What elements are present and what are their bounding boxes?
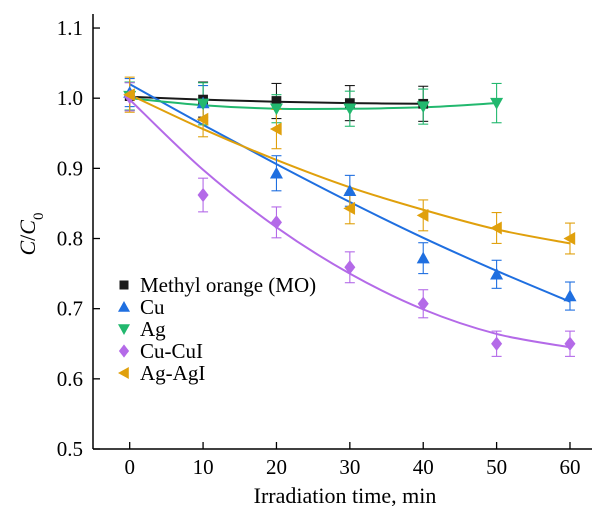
point-methyl-orange-mo: [344, 98, 355, 108]
point-cu: [563, 289, 577, 302]
legend-marker-ag-agi: [118, 367, 129, 379]
y-tick-label: 0.7: [57, 297, 83, 321]
point-ag-agi: [416, 208, 429, 222]
point-ag: [196, 98, 210, 111]
y-tick-label: 1.1: [57, 16, 83, 40]
x-tick-label: 50: [486, 455, 507, 479]
x-tick-label: 10: [193, 455, 214, 479]
legend-marker-ag: [118, 324, 130, 335]
point-cu-cui: [344, 260, 356, 275]
point-ag: [269, 103, 283, 116]
point-cu: [490, 267, 504, 280]
point-cu-cui: [417, 296, 429, 311]
fit-line-ag: [129, 97, 497, 111]
y-axis-label-var: C: [15, 241, 40, 256]
x-axis-label: Irradiation time, min: [254, 483, 437, 506]
point-ag: [343, 103, 357, 116]
point-ag-agi: [123, 88, 135, 102]
x-tick-label: 0: [124, 455, 135, 479]
y-axis-label: C/C0: [15, 213, 47, 256]
legend-label-methyl-orange-mo: Methyl orange (MO): [140, 273, 316, 297]
point-cu: [343, 184, 357, 197]
y-tick-label: 0.5: [57, 437, 83, 461]
legend-marker-cu: [118, 301, 130, 312]
point-cu: [269, 166, 283, 179]
point-ag-agi: [490, 221, 502, 235]
y-axis-label-sub: 0: [31, 213, 47, 221]
y-tick-label: 0.6: [57, 367, 83, 391]
y-tick-label: 1.0: [57, 86, 83, 110]
point-ag: [416, 101, 430, 114]
x-tick-label: 30: [339, 455, 360, 479]
point-cu: [416, 251, 430, 264]
legend-marker-methyl-orange-mo: [119, 280, 129, 290]
point-cu-cui: [564, 336, 576, 351]
legend-label-ag-agi: Ag-AgI: [140, 361, 205, 385]
point-cu-cui: [197, 187, 209, 203]
legend-label-cu-cui: Cu-CuI: [140, 339, 203, 363]
point-ag: [490, 97, 504, 110]
point-cu-cui: [270, 215, 282, 230]
legend-marker-cu-cui: [118, 344, 130, 358]
point-ag-agi: [196, 112, 209, 126]
point-ag-agi: [563, 232, 576, 246]
axes: 0 10 20 30 40 50 60 0.5 0.6 0.7 0.8 0.9 1.0 1.1: [57, 14, 592, 479]
point-ag-agi: [343, 201, 356, 215]
legend-label-cu: Cu: [140, 295, 165, 319]
y-axis-label-var2: C: [15, 220, 40, 235]
data-markers: [123, 86, 577, 351]
x-tick-label: 60: [559, 455, 580, 479]
x-tick-label: 20: [266, 455, 287, 479]
y-axis-label-slash: /: [15, 234, 40, 241]
point-methyl-orange-mo: [271, 96, 282, 106]
y-tick-label: 0.8: [57, 227, 83, 251]
point-cu-cui: [491, 336, 503, 351]
x-tick-label: 40: [413, 455, 434, 479]
y-tick-label: 0.9: [57, 156, 83, 180]
legend-label-ag: Ag: [140, 317, 166, 341]
point-ag-agi: [269, 122, 282, 136]
